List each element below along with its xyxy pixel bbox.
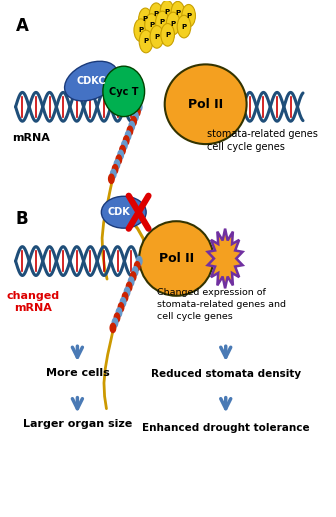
Text: Enhanced drought tolerance: Enhanced drought tolerance: [142, 423, 309, 433]
Circle shape: [116, 155, 122, 164]
Text: Changed expression of
stomata-related genes and
cell cycle genes: Changed expression of stomata-related ge…: [157, 288, 286, 321]
Circle shape: [133, 112, 138, 121]
Circle shape: [112, 318, 118, 327]
Circle shape: [138, 8, 152, 31]
Text: changed
mRNA: changed mRNA: [6, 291, 59, 313]
Circle shape: [111, 170, 116, 179]
Circle shape: [139, 30, 153, 53]
Text: Cyc T: Cyc T: [109, 87, 138, 97]
Text: P: P: [181, 24, 186, 29]
Text: P: P: [165, 32, 170, 38]
Circle shape: [150, 3, 163, 25]
Circle shape: [166, 12, 180, 35]
Circle shape: [134, 107, 140, 116]
Text: P: P: [138, 27, 143, 33]
Text: P: P: [171, 21, 176, 26]
Circle shape: [132, 267, 138, 276]
Circle shape: [127, 126, 133, 135]
Circle shape: [129, 121, 134, 131]
Text: CDK: CDK: [108, 207, 130, 217]
Circle shape: [160, 1, 174, 23]
Circle shape: [128, 277, 134, 286]
Ellipse shape: [165, 65, 247, 144]
Circle shape: [116, 308, 122, 317]
Text: Pol II: Pol II: [159, 252, 194, 265]
Circle shape: [156, 11, 169, 34]
Polygon shape: [208, 229, 243, 288]
Ellipse shape: [103, 66, 144, 116]
Text: A: A: [15, 17, 29, 35]
Circle shape: [136, 256, 142, 266]
Circle shape: [171, 2, 184, 24]
Text: P: P: [175, 10, 180, 16]
Text: P: P: [154, 34, 159, 40]
Circle shape: [110, 323, 116, 332]
Circle shape: [177, 16, 191, 38]
Circle shape: [118, 303, 124, 312]
Circle shape: [114, 313, 120, 322]
Ellipse shape: [101, 196, 146, 228]
Ellipse shape: [65, 61, 118, 101]
Circle shape: [134, 19, 148, 41]
Text: Larger organ size: Larger organ size: [23, 419, 132, 429]
Circle shape: [130, 272, 136, 281]
Ellipse shape: [139, 221, 213, 296]
Circle shape: [120, 145, 125, 155]
Circle shape: [125, 131, 131, 140]
Circle shape: [131, 116, 136, 126]
Circle shape: [145, 14, 158, 36]
Text: P: P: [154, 11, 159, 17]
Circle shape: [112, 164, 118, 174]
Circle shape: [150, 25, 164, 48]
Text: B: B: [15, 210, 28, 227]
Text: P: P: [143, 17, 148, 22]
Circle shape: [122, 293, 128, 302]
Text: mRNA: mRNA: [12, 133, 50, 143]
Circle shape: [114, 160, 120, 169]
Circle shape: [118, 150, 123, 159]
Circle shape: [124, 287, 130, 297]
Text: CDKC: CDKC: [77, 76, 106, 86]
Circle shape: [123, 136, 129, 145]
Text: P: P: [164, 9, 170, 14]
Circle shape: [182, 5, 196, 27]
Text: P: P: [160, 20, 165, 25]
Circle shape: [122, 141, 127, 150]
Text: P: P: [143, 38, 149, 44]
Text: P: P: [149, 22, 154, 28]
Text: Pol II: Pol II: [188, 98, 223, 111]
Text: stomata-related genes
cell cycle genes: stomata-related genes cell cycle genes: [207, 129, 318, 152]
Circle shape: [120, 298, 126, 307]
Text: P: P: [186, 13, 191, 19]
Circle shape: [136, 102, 142, 112]
Circle shape: [134, 262, 140, 271]
Circle shape: [126, 282, 132, 292]
Text: Reduced stomata density: Reduced stomata density: [151, 369, 301, 379]
Circle shape: [161, 23, 174, 46]
Circle shape: [109, 174, 114, 184]
Text: More cells: More cells: [45, 368, 109, 377]
